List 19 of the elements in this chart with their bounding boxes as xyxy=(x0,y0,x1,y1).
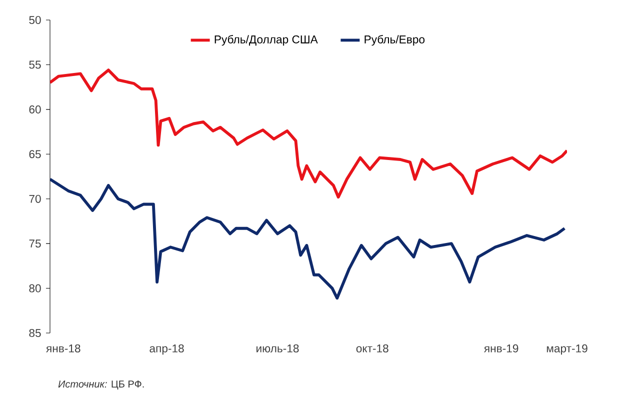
legend-label: Рубль/Доллар США xyxy=(214,34,318,46)
y-tick-label: 85 xyxy=(29,329,41,338)
line-series xyxy=(50,178,566,300)
y-tick-label: 50 xyxy=(29,16,41,24)
y-tick-label: 75 xyxy=(29,240,41,248)
y-tick-label: 70 xyxy=(29,194,41,203)
x-tick-label: окт-18 xyxy=(356,344,388,352)
x-tick-label: март-19 xyxy=(546,344,588,355)
x-tick-label: апр-18 xyxy=(150,344,184,355)
line-series xyxy=(50,68,567,199)
y-tick-label: 60 xyxy=(29,105,41,114)
text: Источник: ЦБ РФ. xyxy=(58,380,144,390)
x-tick-label: июль-18 xyxy=(256,344,299,352)
x-tick-label: янв-19 xyxy=(484,344,518,352)
y-tick-label: 65 xyxy=(29,150,41,158)
x-tick-label: янв-18 xyxy=(46,344,80,352)
legend-label: Рубль/Евро xyxy=(364,34,425,46)
y-tick-label: 55 xyxy=(29,60,41,69)
y-tick-label: 80 xyxy=(29,284,41,292)
